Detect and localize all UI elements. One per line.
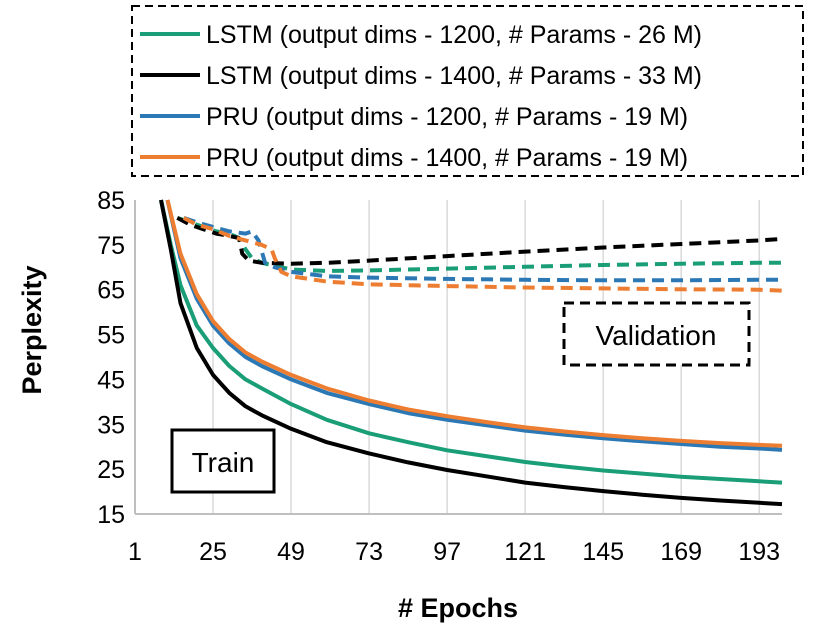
x-tick-label: 169 <box>660 538 702 566</box>
y-tick-label: 15 <box>97 501 125 529</box>
x-tick-label: 1 <box>128 538 142 566</box>
x-tick-label: 49 <box>277 538 305 566</box>
y-tick-label: 25 <box>97 456 125 484</box>
validation-box <box>562 301 751 367</box>
x-tick-label: 97 <box>433 538 461 566</box>
y-tick-label: 85 <box>97 187 125 215</box>
legend-label-lstm-1200: LSTM (output dims - 1200, # Params - 26 … <box>206 21 702 49</box>
train-box <box>170 428 276 494</box>
series-line-pru-1200-validation <box>183 216 782 283</box>
series-line-lstm-1200-train <box>159 199 783 485</box>
x-tick-label: 25 <box>199 538 227 566</box>
legend-box <box>131 5 804 177</box>
axes <box>134 200 782 515</box>
x-tick-label: 193 <box>738 538 780 566</box>
legend-label-lstm-1400: LSTM (output dims - 1400, # Params - 33 … <box>206 62 702 90</box>
tick-labels: 1 25 49 73 97 121 145 169 193 15 25 35 45 55 65 75 85 <box>97 187 780 566</box>
y-tick-label: 65 <box>97 277 125 305</box>
validation-label: Validation <box>596 320 717 351</box>
x-tick-label: 121 <box>504 538 546 566</box>
x-tick-label: 145 <box>582 538 624 566</box>
series-line-pru-1400-validation <box>182 216 783 293</box>
y-tick-label: 35 <box>97 411 125 439</box>
y-axis-title: Perplexity <box>17 265 47 394</box>
annotation-validation: Validation <box>562 301 751 367</box>
y-tick-label: 75 <box>97 232 125 260</box>
train-label: Train <box>192 447 255 478</box>
legend: LSTM (output dims - 1200, # Params - 26 … <box>131 5 804 177</box>
legend-label-pru-1200: PRU (output dims - 1200, # Params - 19 M… <box>206 103 688 131</box>
x-axis-title: # Epochs <box>398 593 518 623</box>
annotation-train: Train <box>170 428 276 494</box>
series-group <box>159 199 783 507</box>
series-line-pru-1400-train <box>165 199 783 448</box>
series-line-lstm-1400-train <box>159 199 783 507</box>
x-tick-label: 73 <box>355 538 383 566</box>
y-tick-label: 55 <box>97 322 125 350</box>
legend-label-pru-1400: PRU (output dims - 1400, # Params - 19 M… <box>206 144 688 172</box>
series-line-pru-1200-train <box>165 199 783 452</box>
series-line-lstm-1400-validation <box>176 216 783 266</box>
y-tick-label: 45 <box>97 366 125 394</box>
